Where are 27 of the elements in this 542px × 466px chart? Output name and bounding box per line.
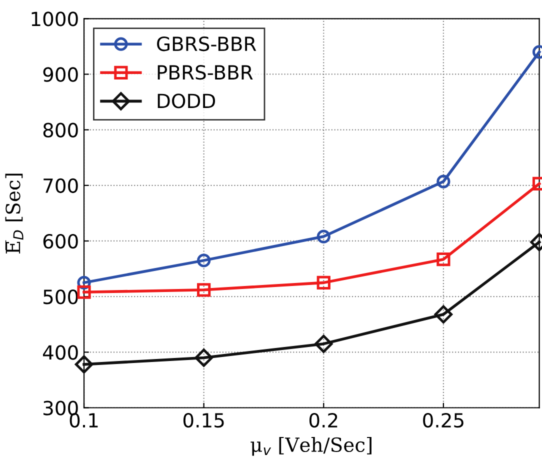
x-tick-label: 0.1 xyxy=(70,412,98,428)
legend-label: GBRS-BBR xyxy=(157,36,256,52)
y-tick-label: 800 xyxy=(43,122,78,138)
y-tick-label: 300 xyxy=(44,400,78,416)
point xyxy=(436,174,450,188)
point xyxy=(314,334,333,353)
y-tick-label: 500 xyxy=(44,290,78,304)
point xyxy=(316,276,330,290)
x-tick-label: 0.2 xyxy=(309,412,338,428)
legend-label: PBRS-BBR xyxy=(158,65,253,80)
x-tick-label: 0.15 xyxy=(183,412,224,428)
y-tick-label: 600 xyxy=(43,234,78,249)
point xyxy=(194,348,213,367)
y-tick-label: 900 xyxy=(43,67,78,82)
y-tick-label: 700 xyxy=(44,178,78,194)
y-axis-title: E̅$_{D}$ [Sec] xyxy=(5,174,24,254)
legend-label: DODD xyxy=(158,94,216,108)
point xyxy=(436,252,450,266)
point xyxy=(316,230,330,244)
point xyxy=(434,305,453,324)
point xyxy=(197,283,211,297)
point xyxy=(197,254,211,268)
y-tick-label: 1000 xyxy=(32,12,78,26)
x-axis-title: μ$_{v}$ [Veh/Sec] xyxy=(250,436,372,456)
point xyxy=(77,285,91,299)
x-tick-label: 0.25 xyxy=(423,412,464,428)
y-tick-label: 400 xyxy=(42,345,78,360)
